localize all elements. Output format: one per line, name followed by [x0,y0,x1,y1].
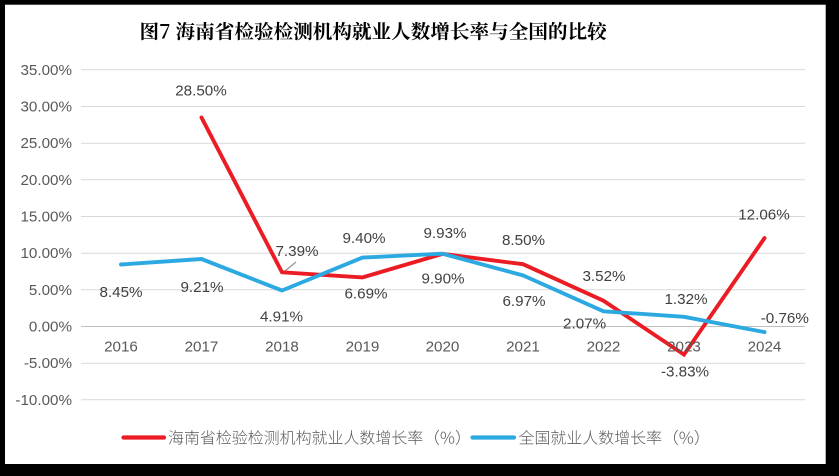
svg-text:2018: 2018 [265,339,299,356]
svg-text:2016: 2016 [104,339,138,356]
svg-text:1.32%: 1.32% [664,291,707,308]
svg-text:5.00%: 5.00% [29,282,72,299]
svg-text:10.00%: 10.00% [20,245,72,262]
svg-text:8.50%: 8.50% [502,232,545,249]
svg-text:6.97%: 6.97% [502,293,545,310]
svg-text:0.00%: 0.00% [29,319,72,336]
svg-text:-5.00%: -5.00% [24,355,72,372]
svg-text:2.07%: 2.07% [563,316,606,333]
svg-text:30.00%: 30.00% [20,99,72,116]
svg-text:9.93%: 9.93% [423,225,466,242]
svg-text:2017: 2017 [185,339,219,356]
svg-text:2019: 2019 [346,339,380,356]
svg-text:25.00%: 25.00% [20,135,72,152]
svg-text:35.00%: 35.00% [20,62,72,79]
svg-text:2022: 2022 [587,339,621,356]
svg-text:4.91%: 4.91% [260,309,303,326]
svg-text:2020: 2020 [426,339,460,356]
svg-text:8.45%: 8.45% [99,284,142,301]
svg-text:3.52%: 3.52% [582,268,625,285]
svg-text:20.00%: 20.00% [20,172,72,189]
svg-text:15.00%: 15.00% [20,209,72,226]
svg-text:2023: 2023 [667,339,701,356]
svg-text:-0.76%: -0.76% [761,310,809,327]
svg-text:-3.83%: -3.83% [661,363,709,380]
svg-text:2024: 2024 [748,339,782,356]
svg-text:28.50%: 28.50% [175,83,227,100]
svg-text:9.90%: 9.90% [421,270,464,287]
svg-text:6.69%: 6.69% [344,286,387,303]
svg-text:9.40%: 9.40% [342,230,385,247]
svg-text:12.06%: 12.06% [738,206,790,223]
svg-text:7.39%: 7.39% [275,243,318,260]
svg-text:9.21%: 9.21% [180,279,223,296]
svg-text:2021: 2021 [506,339,540,356]
svg-text:-10.00%: -10.00% [15,392,72,409]
